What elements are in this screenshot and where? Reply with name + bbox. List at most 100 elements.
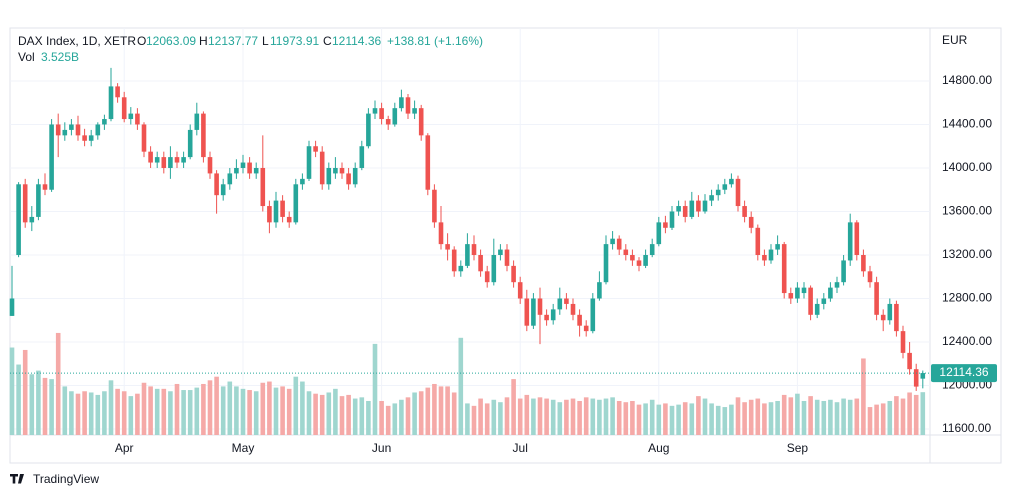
volume-bar xyxy=(861,358,866,435)
candle-body xyxy=(260,167,266,207)
candle-body xyxy=(907,352,912,370)
candle-body xyxy=(920,373,926,379)
volume-bar xyxy=(293,376,299,435)
volume-bar xyxy=(814,399,820,435)
candle-body xyxy=(326,167,332,185)
volume-bar xyxy=(49,379,54,435)
candle-body xyxy=(385,119,391,125)
candle-body xyxy=(451,249,457,272)
candle-body xyxy=(874,282,879,315)
volume-bar xyxy=(253,391,259,435)
candle-body xyxy=(399,97,404,109)
volume-bar xyxy=(689,403,695,435)
candle-body xyxy=(550,309,556,321)
candle-body xyxy=(22,184,28,223)
volume-bar xyxy=(42,377,48,435)
volume-bar xyxy=(643,403,648,435)
volume-bar xyxy=(29,374,35,435)
volume-bar xyxy=(656,404,662,435)
volume-bar xyxy=(755,398,761,435)
y-tick-label: 11600.00 xyxy=(942,421,991,435)
volume-bar xyxy=(234,386,239,435)
candle-body xyxy=(564,298,569,304)
y-tick-label: 14400.00 xyxy=(942,117,992,131)
candle-body xyxy=(788,293,794,299)
volume-bar xyxy=(451,392,457,435)
candle-body xyxy=(676,206,681,212)
candle-body xyxy=(438,222,444,245)
candle-body xyxy=(498,249,503,255)
candle-body xyxy=(154,157,160,163)
candle-body xyxy=(867,271,873,283)
y-tick-label: 12800.00 xyxy=(942,291,992,305)
candle-body xyxy=(128,113,134,120)
candle-body xyxy=(168,157,173,168)
volume-bar xyxy=(781,394,787,435)
volume-bar xyxy=(887,400,893,435)
x-tick-label: Aug xyxy=(648,441,669,455)
volume-bar xyxy=(214,376,219,435)
y-tick-label: 14800.00 xyxy=(942,73,992,87)
candle-body xyxy=(484,271,490,283)
candle-body xyxy=(649,244,655,255)
last-price-tag xyxy=(931,364,997,383)
volume-bar xyxy=(273,387,279,435)
volume-bar xyxy=(333,388,338,435)
candle-body xyxy=(300,178,305,185)
candle-body xyxy=(517,282,523,299)
volume-bar xyxy=(590,398,596,435)
volume-bar xyxy=(313,393,318,435)
candle-body xyxy=(689,200,695,217)
volume-bar xyxy=(775,400,780,435)
candle-body xyxy=(319,151,325,185)
volume-bar xyxy=(16,364,21,435)
volume-bar xyxy=(702,398,708,435)
candle-body xyxy=(913,369,919,387)
volume-bar xyxy=(306,391,312,435)
candles xyxy=(9,67,926,391)
volume-bar xyxy=(722,407,728,435)
volume-bar xyxy=(729,404,734,435)
volume-bar xyxy=(471,405,477,435)
volume-bar xyxy=(115,388,120,435)
volume-bar xyxy=(286,388,292,435)
candle-body xyxy=(755,227,761,255)
candle-body xyxy=(372,108,378,114)
candle-body xyxy=(847,222,853,261)
volume-bar xyxy=(201,383,206,435)
volume-bar xyxy=(135,393,140,435)
candle-body xyxy=(346,173,351,185)
volume-bar xyxy=(920,392,926,435)
volume-bar xyxy=(913,394,919,435)
y-tick-label: 13600.00 xyxy=(942,204,992,218)
volume-bar xyxy=(319,394,325,435)
candle-body xyxy=(280,200,285,217)
volume-bar xyxy=(577,400,582,435)
volume-bar xyxy=(260,382,266,435)
volume-bars xyxy=(9,332,926,435)
volume-bar xyxy=(616,400,622,435)
candle-body xyxy=(643,254,648,266)
candle-body xyxy=(445,244,450,250)
volume-bar xyxy=(161,388,167,435)
candle-body xyxy=(148,151,153,163)
candle-body xyxy=(214,173,219,196)
candle-body xyxy=(62,129,68,136)
volume-bar xyxy=(828,399,833,435)
volume-bar xyxy=(412,392,417,435)
ohlc-letter: O xyxy=(137,34,146,48)
volume-bar xyxy=(550,399,556,435)
volume-bar xyxy=(504,397,510,435)
y-tick-label: 12400.00 xyxy=(942,334,992,348)
volume-bar xyxy=(174,383,180,435)
volume-bar xyxy=(22,349,28,435)
x-tick-label: Jun xyxy=(372,441,391,455)
candle-body xyxy=(623,249,629,255)
candle-body xyxy=(339,167,345,174)
candle-body xyxy=(247,162,252,174)
candle-body xyxy=(861,254,866,272)
volume-bar xyxy=(267,381,272,435)
candle-body xyxy=(379,108,384,120)
volume-bar xyxy=(795,393,800,435)
candle-body xyxy=(412,108,417,114)
